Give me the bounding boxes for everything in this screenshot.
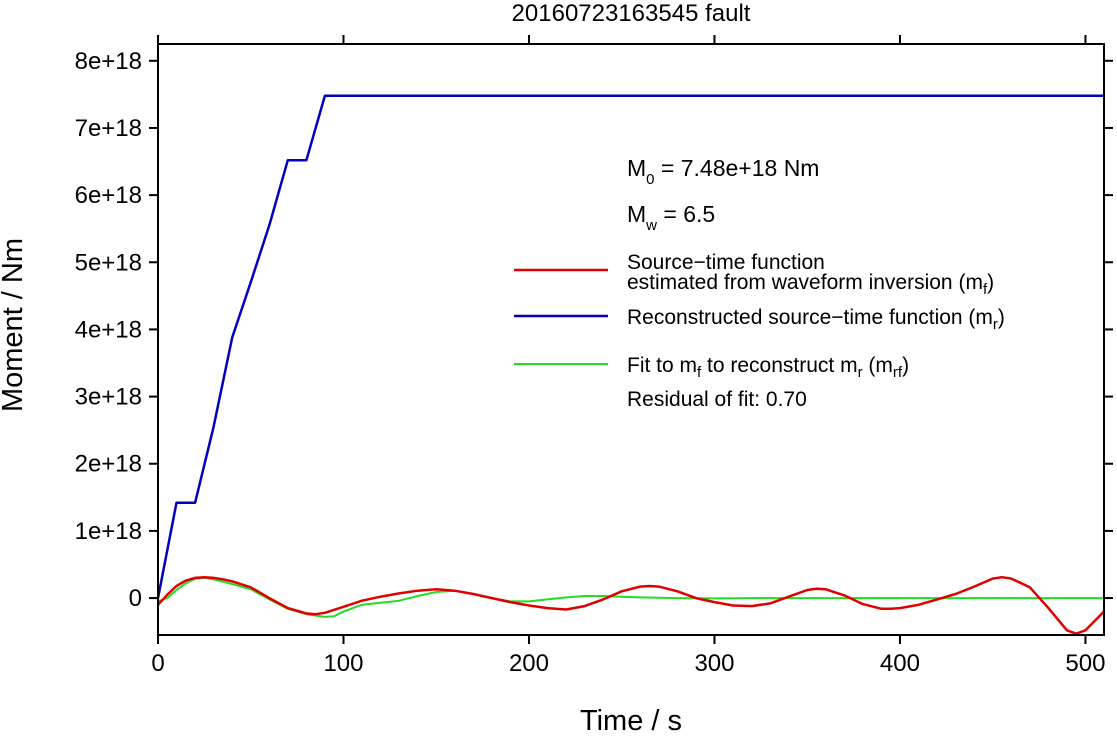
legend-label-text: Fit to m [627,354,697,377]
series-line-1 [156,94,1104,599]
y-tick-label: 3e+18 [75,384,142,411]
moment-annotation: M0 = 7.48e+18 Nm [627,155,819,188]
y-axis-label: Moment / Nm [0,238,29,412]
x-axis-label: Time / s [580,705,682,736]
residual-annotation: Residual of fit: 0.70 [627,388,807,411]
plot-frame [157,43,1105,636]
x-tick-label: 100 [323,650,363,677]
magnitude-annotation-base: M [627,201,646,227]
ticks-layer: 0 100 200 300 400 500 0 1e+18 2e+18 3e+18 4e+18 5e+… [75,35,1113,677]
legend-label-text: estimated from waveform inversion (m [627,271,983,294]
legend-label-text: (m [863,354,893,377]
y-tick-label: 8e+18 [75,48,142,75]
legend: Source−time function estimated from wave… [514,251,1005,411]
legend-label-subscript: r [993,316,998,333]
legend-label-reconstructed: Reconstructed source−time function (mr) [627,306,1005,333]
legend-label-text-end: ) [987,271,994,294]
legend-label-text: to reconstruct m [701,354,857,377]
x-tick-label: 300 [694,650,734,677]
legend-label-subscript: r [858,364,863,381]
legend-label-source-time-function-line-2: estimated from waveform inversion (mf) [627,271,994,298]
series-line-0 [157,575,1105,635]
x-tick-label: 200 [509,650,549,677]
x-tick-label: 500 [1065,650,1105,677]
y-tick-label: 5e+18 [75,249,142,276]
legend-label-subscript: f [983,281,988,298]
legend-label-source-time-function: Source−time function [627,251,825,274]
legend-label-fit: Fit to mf to reconstruct mr (mrf) [627,354,909,381]
magnitude-annotation-subscript: w [645,217,657,234]
y-tick-label: 0 [129,585,142,612]
series-line-2 [157,576,1104,618]
chart-title: 20160723163545 fault [512,0,751,27]
legend-label-subscript: f [697,364,702,381]
legend-label-text: Reconstructed source−time function (m [627,306,993,329]
y-tick-label: 2e+18 [75,451,142,478]
y-tick-label: 7e+18 [75,115,142,142]
moment-annotation-base: M [627,155,646,181]
series-layer [156,94,1105,635]
legend-label-subscript: rf [893,364,903,381]
moment-annotation-subscript: 0 [646,171,654,188]
moment-annotation-value: = 7.48e+18 Nm [655,155,820,181]
magnitude-annotation-value: = 6.5 [657,201,715,227]
legend-label-line-1: Source−time function [627,251,825,274]
y-tick-label: 6e+18 [75,182,142,209]
x-tick-label: 0 [151,650,164,677]
y-tick-label: 4e+18 [75,316,142,343]
y-tick-label: 1e+18 [75,518,142,545]
x-tick-label: 400 [880,650,920,677]
legend-label-text-end: ) [998,306,1005,329]
magnitude-annotation: Mw = 6.5 [627,201,715,234]
legend-label-text-end: ) [902,354,909,377]
